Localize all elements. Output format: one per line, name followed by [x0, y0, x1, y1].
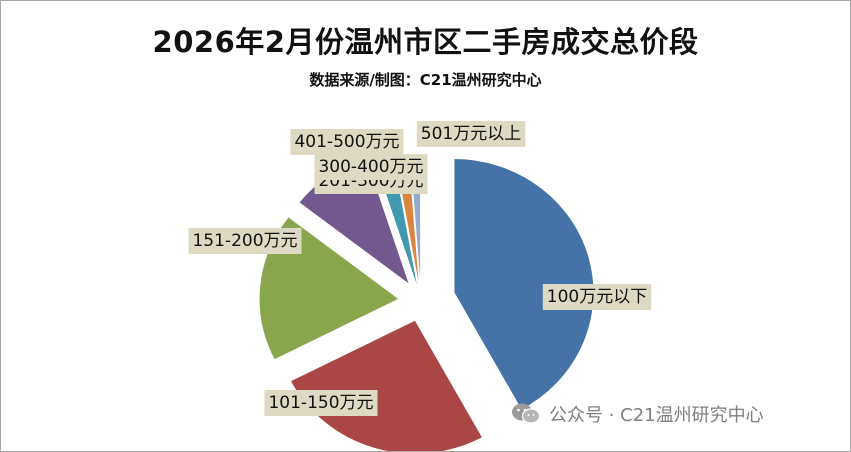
slice-label-box: [264, 390, 378, 416]
pie-slice: [453, 158, 595, 411]
slice-label: 401-500万元: [290, 129, 404, 155]
slice-label: 151-200万元: [188, 228, 302, 254]
slice-label: 300-400万元: [314, 154, 428, 180]
slice-label-box: [290, 129, 404, 155]
slice-label-box: [314, 154, 428, 180]
wechat-icon: [512, 403, 541, 424]
slice-label-text: 300-400万元: [318, 157, 423, 177]
chart-subtitle: 数据来源/制图：C21温州研究中心: [309, 71, 542, 89]
watermark: 公众号 · C21温州研究中心: [511, 401, 764, 427]
slice-label: 501万元以上: [416, 121, 526, 147]
slice-label: 101-150万元: [264, 390, 378, 416]
slice-label-text: 401-500万元: [294, 132, 399, 152]
watermark-text: 公众号 · C21温州研究中心: [549, 405, 764, 426]
chart-title: 2026年2月份温州市区二手房成交总价段: [152, 25, 699, 59]
slice-label-text: 151-200万元: [192, 231, 297, 251]
slice-label-box: [542, 284, 652, 310]
slice-label-box: [416, 121, 526, 147]
slice-label-text: 101-150万元: [268, 393, 373, 413]
slice-label: 100万元以下: [542, 284, 652, 310]
slice-label-text: 501万元以上: [421, 124, 521, 144]
slice-label-box: [188, 228, 302, 254]
pie-slice: [289, 319, 484, 451]
slice-label-text: 100万元以下: [547, 287, 647, 307]
